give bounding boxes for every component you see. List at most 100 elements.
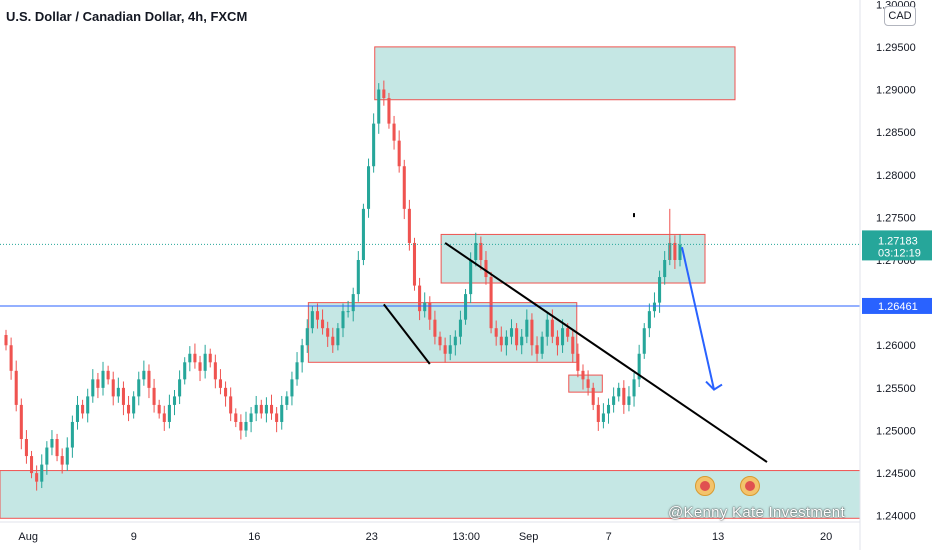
candle-body bbox=[418, 285, 422, 312]
candle-body bbox=[571, 336, 575, 354]
candle-body bbox=[86, 396, 90, 414]
zone-3 bbox=[568, 374, 603, 393]
candle-body bbox=[295, 362, 299, 380]
candle-body bbox=[75, 404, 80, 422]
candle-body bbox=[321, 319, 325, 329]
candle-body bbox=[152, 387, 156, 405]
price-tick-label: 1.24500 bbox=[876, 468, 916, 480]
candle-body bbox=[647, 311, 651, 329]
candle-body bbox=[203, 353, 207, 371]
arrow-head bbox=[705, 380, 723, 391]
price-tick-label: 1.29000 bbox=[876, 85, 916, 97]
candle-body bbox=[637, 353, 641, 380]
candle-body bbox=[402, 166, 406, 209]
candle-body bbox=[198, 362, 202, 371]
candle-body bbox=[433, 319, 437, 337]
candle-body bbox=[545, 319, 549, 337]
candle-body bbox=[300, 345, 304, 363]
candle-body bbox=[19, 404, 23, 440]
candle-body bbox=[24, 439, 28, 457]
candle-body bbox=[382, 89, 386, 99]
candle-body bbox=[407, 208, 411, 243]
candle-body bbox=[377, 89, 381, 124]
candle-body bbox=[448, 345, 452, 354]
candle-body bbox=[315, 311, 320, 320]
candle-body bbox=[438, 336, 442, 346]
candle-body bbox=[576, 353, 580, 371]
candle-body bbox=[290, 379, 294, 397]
price-tick-label: 1.25000 bbox=[876, 425, 916, 437]
candle-body bbox=[530, 319, 534, 346]
price-tick-label: 1.30000 bbox=[876, 0, 916, 11]
candle-body bbox=[601, 413, 605, 422]
candle-body bbox=[45, 447, 49, 465]
candle-body bbox=[264, 404, 268, 414]
drawings bbox=[0, 213, 860, 463]
candle-body bbox=[127, 404, 131, 414]
candle-body bbox=[269, 404, 274, 414]
candle-body bbox=[515, 328, 519, 346]
price-tick-label: 1.28000 bbox=[876, 170, 916, 182]
candle-body bbox=[111, 379, 115, 397]
candle-body bbox=[193, 353, 197, 363]
candle-body bbox=[183, 362, 187, 380]
candle-body bbox=[280, 404, 284, 422]
hline-price-label-bg bbox=[862, 297, 932, 314]
candle-body bbox=[346, 311, 350, 313]
candle-body bbox=[474, 242, 478, 260]
candle-body bbox=[50, 439, 54, 448]
candle-body bbox=[632, 379, 636, 397]
candle-body bbox=[35, 473, 39, 482]
time-tick-label: 13 bbox=[712, 531, 724, 543]
price-tick-label: 1.27500 bbox=[876, 212, 916, 224]
candle-body bbox=[663, 260, 667, 278]
candle-body bbox=[132, 396, 136, 414]
candle-body bbox=[331, 336, 335, 346]
short-trendline bbox=[383, 303, 431, 365]
candle-body bbox=[254, 404, 258, 414]
price-tick-label: 1.25500 bbox=[876, 383, 916, 395]
candle-body bbox=[60, 456, 64, 465]
price-axis[interactable]: 1.30000 1.29500 1.29000 1.28500 1.28000 1.275… bbox=[859, 0, 932, 550]
candle-body bbox=[469, 260, 473, 295]
candle-body bbox=[259, 404, 263, 414]
candle-body bbox=[239, 421, 243, 431]
candle-body bbox=[162, 413, 166, 422]
countdown-label: 03:12:19 bbox=[878, 247, 921, 259]
candle-body bbox=[642, 328, 646, 354]
candle-body bbox=[81, 404, 85, 414]
time-tick-label: 23 bbox=[366, 531, 378, 543]
candle-body bbox=[397, 140, 401, 167]
candle-body bbox=[596, 404, 600, 422]
candle-body bbox=[157, 404, 161, 414]
chart-title: U.S. Dollar / Canadian Dollar, 4h, FXCM bbox=[6, 9, 248, 24]
tick-mark bbox=[633, 213, 635, 218]
candle-body bbox=[612, 396, 616, 405]
candle-body bbox=[591, 387, 595, 405]
candle-body bbox=[101, 370, 105, 388]
candle-body bbox=[550, 319, 554, 337]
candle-body bbox=[96, 379, 100, 388]
candle-body bbox=[55, 439, 59, 457]
candle-body bbox=[244, 421, 248, 431]
candle-body bbox=[336, 328, 340, 346]
time-axis[interactable]: Aug 9 16 23 13:00 Sep 7 13 20 bbox=[0, 521, 860, 543]
zone-0 bbox=[374, 46, 736, 101]
candle-body bbox=[535, 345, 539, 354]
candle-body bbox=[658, 277, 662, 303]
candle-body bbox=[606, 404, 611, 414]
candle-body bbox=[361, 208, 365, 260]
time-tick-label: Aug bbox=[18, 531, 38, 543]
currency-badge[interactable]: CAD bbox=[884, 6, 916, 26]
descending-trendline bbox=[444, 242, 768, 463]
flag-ca-icon bbox=[740, 476, 760, 496]
candle-body bbox=[106, 370, 110, 380]
candle-body bbox=[213, 362, 217, 380]
candle-body bbox=[172, 396, 177, 405]
candle-body bbox=[387, 98, 391, 124]
supply-demand-zones bbox=[0, 46, 861, 519]
candle-body bbox=[673, 242, 677, 260]
candle-body bbox=[555, 336, 559, 346]
candle-body bbox=[540, 336, 544, 354]
